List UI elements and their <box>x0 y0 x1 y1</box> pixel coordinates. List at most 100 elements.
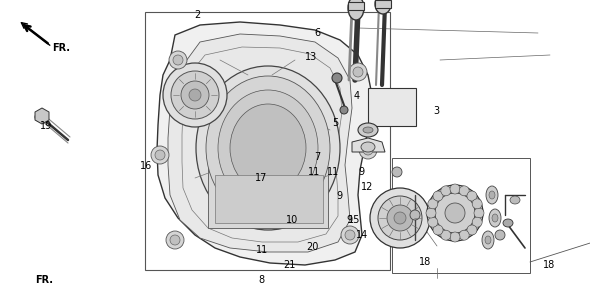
Bar <box>392 158 530 273</box>
Ellipse shape <box>155 150 165 160</box>
Ellipse shape <box>348 0 364 20</box>
Ellipse shape <box>171 71 219 119</box>
Ellipse shape <box>170 235 180 245</box>
Ellipse shape <box>206 76 330 220</box>
Ellipse shape <box>433 191 443 201</box>
Ellipse shape <box>35 112 47 122</box>
Ellipse shape <box>428 217 438 227</box>
Ellipse shape <box>359 141 377 159</box>
Text: 4: 4 <box>354 91 360 101</box>
Ellipse shape <box>370 188 430 248</box>
Ellipse shape <box>358 123 378 137</box>
Text: FR.: FR. <box>52 43 70 53</box>
Text: 12: 12 <box>361 182 373 192</box>
Text: 17: 17 <box>255 172 267 183</box>
Text: 11: 11 <box>327 166 339 177</box>
Ellipse shape <box>428 199 438 209</box>
Ellipse shape <box>450 232 460 242</box>
Ellipse shape <box>169 51 187 69</box>
Ellipse shape <box>387 205 413 231</box>
Ellipse shape <box>467 225 477 235</box>
Text: 16: 16 <box>140 160 152 171</box>
Bar <box>375 0 391 8</box>
Text: 8: 8 <box>258 275 264 285</box>
Ellipse shape <box>363 145 373 155</box>
Text: 14: 14 <box>356 230 368 240</box>
Text: FR.: FR. <box>35 275 53 285</box>
Text: 9: 9 <box>346 215 352 225</box>
Ellipse shape <box>445 203 465 223</box>
Text: 18: 18 <box>543 260 555 270</box>
Text: 11: 11 <box>256 245 268 255</box>
Polygon shape <box>157 22 372 265</box>
Ellipse shape <box>474 208 484 218</box>
Ellipse shape <box>450 184 460 194</box>
Text: 6: 6 <box>314 28 320 38</box>
Ellipse shape <box>492 214 498 222</box>
Bar <box>145 12 390 270</box>
Ellipse shape <box>467 191 477 201</box>
Ellipse shape <box>151 146 169 164</box>
Polygon shape <box>352 138 385 152</box>
Ellipse shape <box>433 225 443 235</box>
Ellipse shape <box>340 106 348 114</box>
Ellipse shape <box>510 196 520 204</box>
Ellipse shape <box>332 73 342 83</box>
Text: 9: 9 <box>358 166 364 177</box>
Text: 5: 5 <box>332 118 338 129</box>
Bar <box>368 88 416 126</box>
Ellipse shape <box>489 191 495 199</box>
Text: 9: 9 <box>337 191 343 201</box>
Ellipse shape <box>392 167 402 177</box>
Ellipse shape <box>485 236 491 244</box>
Ellipse shape <box>349 63 367 81</box>
Ellipse shape <box>441 186 451 196</box>
Bar <box>348 2 364 10</box>
Text: 13: 13 <box>305 52 317 62</box>
Ellipse shape <box>427 185 483 241</box>
Ellipse shape <box>495 230 505 240</box>
Ellipse shape <box>482 231 494 249</box>
Text: 2: 2 <box>195 10 201 20</box>
Text: 18: 18 <box>419 257 431 267</box>
Ellipse shape <box>361 142 375 152</box>
Ellipse shape <box>181 81 209 109</box>
Ellipse shape <box>375 0 391 14</box>
Ellipse shape <box>345 230 355 240</box>
Text: 11: 11 <box>309 166 320 177</box>
Polygon shape <box>35 108 49 124</box>
Ellipse shape <box>230 104 306 192</box>
Ellipse shape <box>489 209 501 227</box>
Ellipse shape <box>218 90 318 206</box>
Ellipse shape <box>196 66 340 230</box>
Text: 3: 3 <box>434 106 440 116</box>
Ellipse shape <box>163 63 227 127</box>
Bar <box>215 175 323 223</box>
Text: 20: 20 <box>307 242 319 252</box>
Ellipse shape <box>503 219 513 227</box>
Ellipse shape <box>426 208 436 218</box>
Ellipse shape <box>459 230 469 240</box>
Ellipse shape <box>378 196 422 240</box>
Ellipse shape <box>441 230 451 240</box>
Ellipse shape <box>353 67 363 77</box>
Ellipse shape <box>394 212 406 224</box>
Ellipse shape <box>486 186 498 204</box>
Text: 10: 10 <box>286 215 298 225</box>
Ellipse shape <box>341 226 359 244</box>
Polygon shape <box>168 34 352 252</box>
Ellipse shape <box>189 89 201 101</box>
Text: 21: 21 <box>283 260 295 270</box>
Text: 15: 15 <box>349 215 360 225</box>
Text: 19: 19 <box>40 121 52 132</box>
Ellipse shape <box>472 217 482 227</box>
Ellipse shape <box>173 55 183 65</box>
Ellipse shape <box>435 193 475 233</box>
Ellipse shape <box>472 199 482 209</box>
Ellipse shape <box>459 186 469 196</box>
Ellipse shape <box>363 127 373 133</box>
Bar <box>208 168 328 228</box>
Ellipse shape <box>410 210 420 220</box>
Ellipse shape <box>166 231 184 249</box>
Text: 7: 7 <box>314 151 320 162</box>
